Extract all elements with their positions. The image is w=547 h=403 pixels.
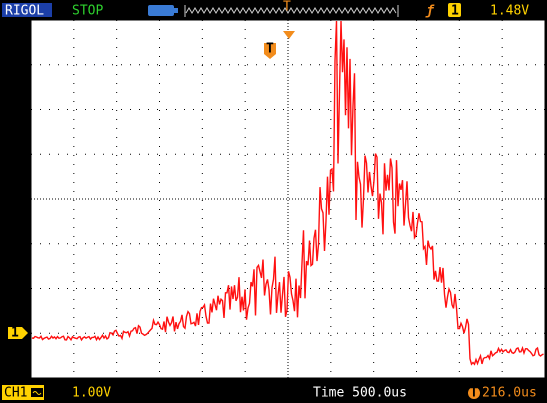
memory-icon-tip [174, 8, 178, 13]
coupling-wave [32, 391, 42, 395]
channel: CH1 [4, 386, 27, 401]
offset-icon [468, 387, 480, 399]
trigger-position-marker [283, 31, 295, 39]
memory-depth-bar [185, 7, 397, 14]
brand: RIGOL [5, 4, 44, 19]
channel-marker-box [8, 327, 28, 339]
trigger-source-box [448, 3, 461, 17]
waveform [31, 20, 544, 366]
trigger-marker-box [264, 43, 276, 54]
trigger-marker-tip [264, 54, 276, 59]
trigger-marker: T [266, 42, 274, 57]
trigger-offset: 216.0us [482, 386, 537, 401]
memory-icon [148, 5, 174, 16]
timebase: Time 500.0us [313, 386, 407, 401]
brand-box [2, 3, 52, 17]
run-state: STOP [72, 4, 103, 19]
offset-icon-t: T [470, 386, 478, 401]
trigger-level: 1.48V [490, 4, 529, 19]
trigger-edge-icon: ƒ [425, 4, 435, 19]
channel-marker: 1 [11, 326, 19, 341]
scale: 1.00V [72, 386, 111, 401]
trigger-source: 1 [451, 4, 459, 19]
memory-trigger-icon: T [283, 0, 291, 15]
